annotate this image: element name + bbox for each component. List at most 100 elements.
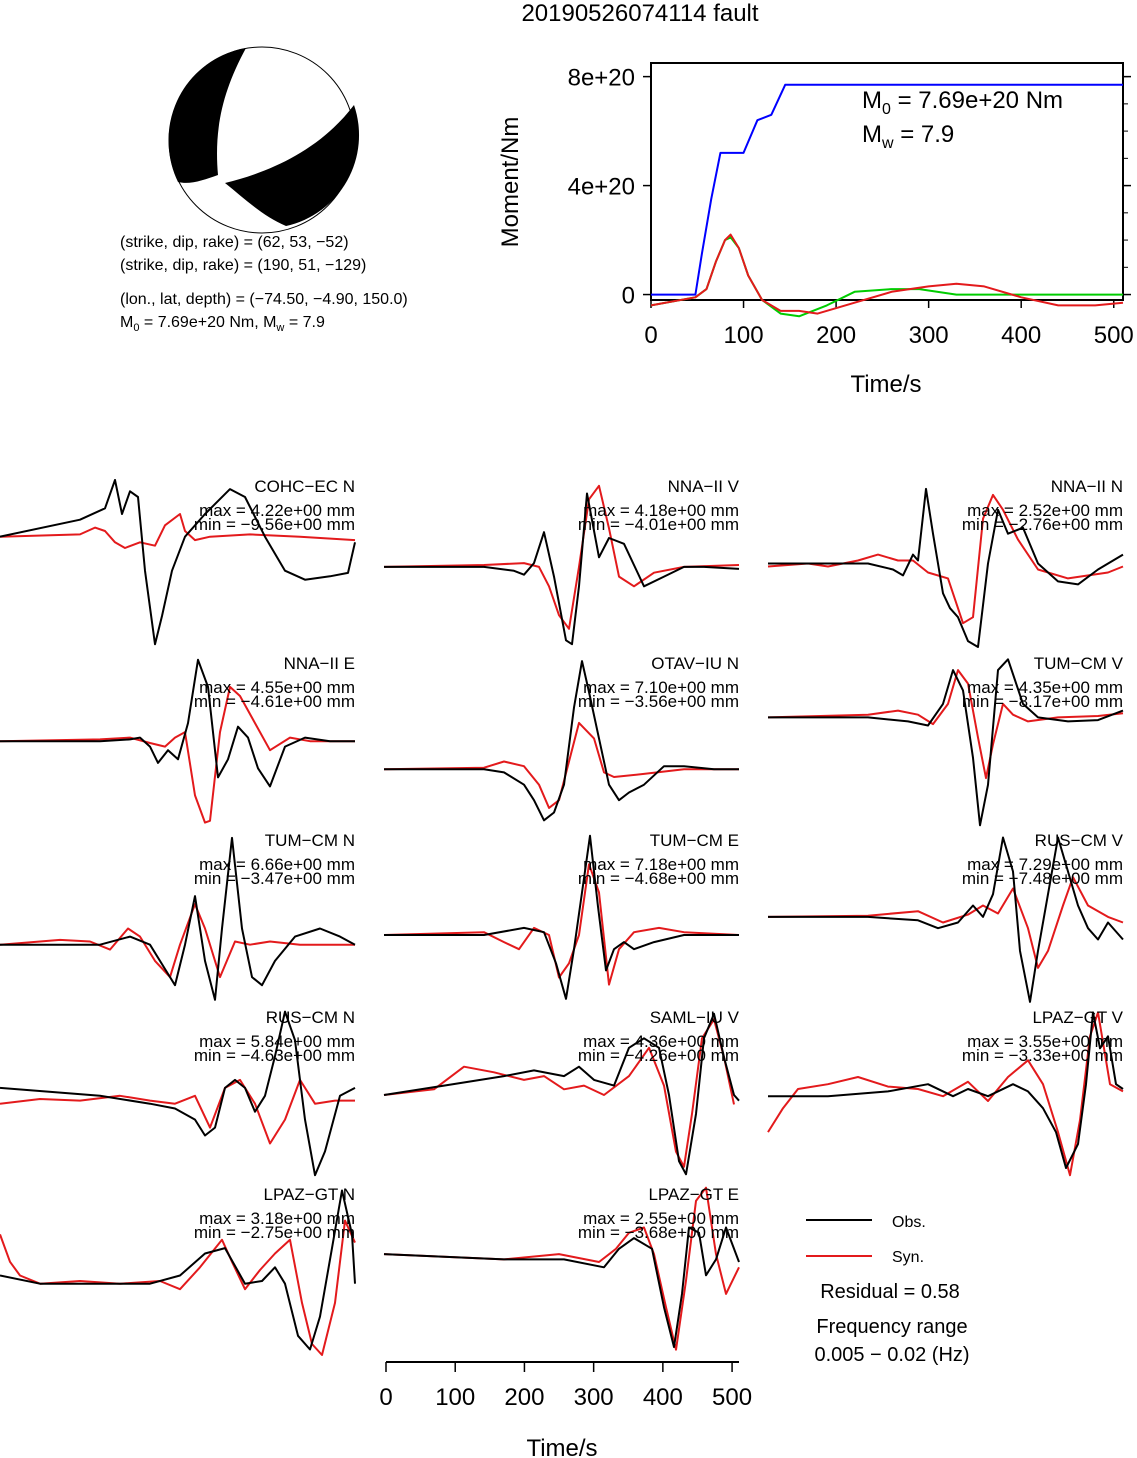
min-label: min = −4.68e+00 mm	[578, 869, 739, 888]
min-label: min = −4.63e+00 mm	[194, 1046, 355, 1065]
waveform-obs	[0, 1189, 356, 1351]
waveform-obs	[384, 834, 739, 1000]
moment-annotation-mw: Mw = 7.9	[862, 121, 954, 152]
frequency-range-value: 0.005 − 0.02 (Hz)	[814, 1344, 969, 1366]
waveform-syn	[0, 513, 356, 549]
waveform-xtick-label: 200	[504, 1384, 544, 1411]
max-label: max = 3.55e+00 mm	[967, 1032, 1123, 1051]
min-label: min = −2.75e+00 mm	[194, 1223, 355, 1242]
waveform-obs	[0, 836, 356, 1001]
waveform-obs	[0, 479, 356, 646]
max-label: max = 4.36e+00 mm	[583, 1032, 739, 1051]
plane1-text: (strike, dip, rake) = (62, 53, −52)	[120, 234, 349, 251]
min-label: min = −4.61e+00 mm	[194, 692, 355, 711]
waveform-obs	[768, 1011, 1124, 1169]
moment-xtick-label: 0	[644, 322, 657, 349]
waveform-syn	[767, 669, 1124, 780]
waveform-xtick-label: 500	[712, 1384, 752, 1411]
moment-chart-frame	[650, 62, 1124, 301]
beachball-compressional-quadrant-left	[168, 48, 246, 183]
waveform-obs	[383, 1226, 740, 1348]
waveform-obs	[383, 1012, 740, 1176]
waveform-syn	[767, 493, 1124, 625]
moment-ytick-label: 4e+20	[568, 174, 635, 201]
waveform-time-axis: 0 100 200 300 400 500	[379, 1361, 752, 1411]
beachball-icon	[168, 46, 360, 234]
station-label: SAML−IU V	[650, 1008, 740, 1027]
residual-text: Residual = 0.58	[820, 1281, 960, 1303]
station-label: TUM−CM V	[1034, 654, 1124, 673]
max-label: max = 3.18e+00 mm	[199, 1209, 355, 1228]
max-label: max = 5.84e+00 mm	[199, 1032, 355, 1051]
moment-series-rate_obs	[650, 233, 1124, 315]
waveform-xtick-label: 400	[643, 1384, 683, 1411]
waveform-obs	[384, 492, 740, 646]
max-label: max = 4.22e+00 mm	[199, 501, 355, 520]
moment-series-cumulative	[651, 83, 1123, 296]
legend-obs-label: Obs.	[892, 1214, 926, 1231]
station-label: LPAZ−GT E	[648, 1185, 739, 1204]
max-label: max = 4.55e+00 mm	[199, 678, 355, 697]
min-label: min = −3.33e+00 mm	[962, 1046, 1123, 1065]
moment-chart-series	[650, 83, 1124, 318]
station-label: OTAV−IU N	[651, 654, 739, 673]
station-label: LPAZ−GT V	[1032, 1008, 1123, 1027]
waveform-syn	[0, 903, 355, 979]
legend: Obs. Syn. Residual = 0.58 Frequency rang…	[806, 1214, 970, 1366]
max-label: max = 4.35e+00 mm	[967, 678, 1123, 697]
waveform-obs	[768, 487, 1124, 648]
min-label: min = −9.56e+00 mm	[194, 515, 355, 534]
waveform-obs	[768, 836, 1124, 1003]
waveform-syn	[383, 721, 739, 809]
station-label: LPAZ−GT N	[264, 1185, 355, 1204]
location-text: (lon., lat, depth) = (−74.50, −4.90, 150…	[120, 291, 408, 308]
waveform-obs	[384, 660, 739, 822]
waveform-xtick-label: 100	[435, 1384, 475, 1411]
station-label: RUS−CM N	[266, 1008, 355, 1027]
min-label: min = −3.56e+00 mm	[578, 692, 739, 711]
moment-summary-text: M0 = 7.69e+20 Nm, Mw = 7.9	[120, 314, 325, 334]
min-label: min = −7.48e+00 mm	[962, 869, 1123, 888]
station-label: NNA−II N	[1051, 477, 1123, 496]
moment-xtick-label: 300	[909, 322, 949, 349]
waveform-obs	[768, 658, 1124, 827]
waveform-xlabel: Time/s	[526, 1435, 597, 1458]
waveform-obs	[0, 1010, 356, 1177]
waveform-xtick-label: 0	[379, 1384, 392, 1411]
station-label: TUM−CM E	[650, 831, 739, 850]
station-label: RUS−CM V	[1035, 831, 1124, 850]
moment-xtick-label: 500	[1094, 322, 1134, 349]
waveform-syn	[383, 1018, 735, 1168]
moment-xlabel: Time/s	[850, 371, 921, 398]
station-label: COHC−EC N	[254, 477, 355, 496]
station-label: NNA−II E	[284, 654, 355, 673]
min-label: min = −8.17e+00 mm	[962, 692, 1123, 711]
waveform-syn	[767, 876, 1124, 969]
legend-syn-label: Syn.	[892, 1249, 924, 1266]
moment-ylabel: Moment/Nm	[497, 117, 524, 248]
moment-ytick-label: 8e+20	[568, 65, 635, 92]
moment-xtick-label: 200	[816, 322, 856, 349]
min-label: min = −2.76e+00 mm	[962, 515, 1123, 534]
waveform-syn	[0, 685, 355, 824]
moment-ytick-label: 0	[622, 283, 635, 310]
moment-annotation-m0: M0 = 7.69e+20 Nm	[862, 87, 1063, 118]
max-label: max = 7.18e+00 mm	[583, 855, 739, 874]
max-label: max = 4.18e+00 mm	[583, 501, 739, 520]
min-label: min = −3.47e+00 mm	[194, 869, 355, 888]
max-label: max = 7.29e+00 mm	[967, 855, 1123, 874]
frequency-range-label: Frequency range	[816, 1316, 967, 1338]
